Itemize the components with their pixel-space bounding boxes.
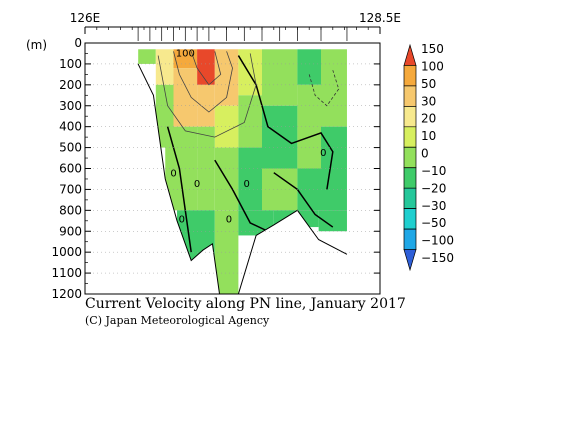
velocity-cell	[197, 49, 215, 85]
contour-line-zero	[273, 172, 334, 228]
velocity-cell	[238, 147, 262, 211]
y-tick-label: 1200	[51, 287, 82, 301]
colorbar-segment	[403, 43, 417, 66]
contour-label: 100	[176, 48, 195, 59]
contour-labels: 100 0 0 0 0 0 0	[170, 48, 326, 226]
colorbar-label: 150	[421, 42, 444, 56]
contour-label: 0	[320, 148, 326, 159]
colorbar-label: 30	[421, 94, 436, 108]
colorbar-label: −150	[421, 251, 454, 265]
velocity-cell	[318, 210, 347, 232]
colorbar-segment	[403, 126, 417, 148]
colorbar-label: −30	[421, 199, 446, 213]
credit-line: (C) Japan Meteorological Agency	[85, 314, 270, 327]
velocity-cell	[262, 105, 298, 169]
colorbar-label: 50	[421, 77, 436, 91]
contour-label: 0	[170, 169, 176, 180]
y-tick-label: 500	[59, 141, 82, 155]
velocity-cell	[214, 49, 239, 106]
colorbar-segment	[403, 65, 417, 87]
velocity-cell	[238, 49, 262, 96]
velocity-cell	[262, 49, 298, 106]
colorbar-label: 20	[421, 112, 436, 126]
colorbar-label: 100	[421, 59, 444, 73]
colorbar-segment	[403, 208, 417, 230]
y-tick-label: 1000	[51, 245, 82, 259]
y-axis-unit-label: (m)	[26, 38, 47, 52]
y-tick-label: 200	[59, 78, 82, 92]
sea-bottom	[85, 43, 380, 295]
colorbar-label: −50	[421, 216, 446, 230]
y-tick-label: 700	[59, 182, 82, 196]
x-tick-label: 128.5E	[359, 11, 401, 25]
colorbar-segment	[403, 85, 417, 107]
y-tick-label: 100	[59, 57, 82, 71]
velocity-cell	[214, 210, 239, 294]
contour-label: 0	[226, 215, 232, 226]
colorbar-segment	[403, 249, 417, 272]
velocity-cell	[297, 49, 321, 85]
y-tick-label: 400	[59, 120, 82, 134]
x-axis: 126E 128.5E	[70, 11, 401, 41]
y-tick-label: 1100	[51, 266, 82, 280]
y-tick-label: 0	[74, 36, 82, 50]
contour-line-positive	[157, 53, 257, 138]
velocity-cell	[238, 95, 262, 148]
colorbar-segment	[403, 167, 417, 189]
velocity-cell	[155, 49, 174, 85]
colorbar-segment	[403, 187, 417, 209]
colorbar-label: −20	[421, 181, 446, 195]
contour-label: 0	[194, 179, 200, 190]
velocity-cell	[138, 49, 156, 64]
colorbar-segment	[403, 228, 417, 250]
contour-line-zero	[214, 159, 269, 232]
x-tick-label: 126E	[70, 11, 101, 25]
colorbar-label: −100	[421, 234, 454, 248]
colorbar-segment	[403, 106, 417, 128]
y-tick-label: 600	[59, 162, 82, 176]
contour-line-positive	[173, 51, 233, 113]
y-tick-label: 900	[59, 224, 82, 238]
contour-line-negative	[308, 70, 340, 107]
y-tick-label: 300	[59, 99, 82, 113]
bottom-profile-line	[137, 63, 348, 295]
velocity-cell	[297, 168, 347, 211]
colorbar-label: 10	[421, 129, 436, 143]
velocity-cell	[321, 49, 347, 127]
colorbar-label: −10	[421, 164, 446, 178]
contour-label: 0	[179, 215, 185, 226]
contour-label: 0	[243, 179, 249, 190]
velocity-cell	[173, 49, 198, 69]
colorbar-segment	[403, 146, 417, 169]
contour-line-positive	[190, 51, 222, 86]
y-tick-label: 800	[59, 203, 82, 217]
chart-title: Current Velocity along PN line, January …	[85, 296, 406, 312]
colorbar-label: 0	[421, 147, 429, 161]
velocity-cell	[214, 105, 239, 148]
velocity-cell	[262, 168, 298, 211]
velocity-cell	[173, 68, 198, 127]
bottom-mask	[85, 43, 380, 294]
